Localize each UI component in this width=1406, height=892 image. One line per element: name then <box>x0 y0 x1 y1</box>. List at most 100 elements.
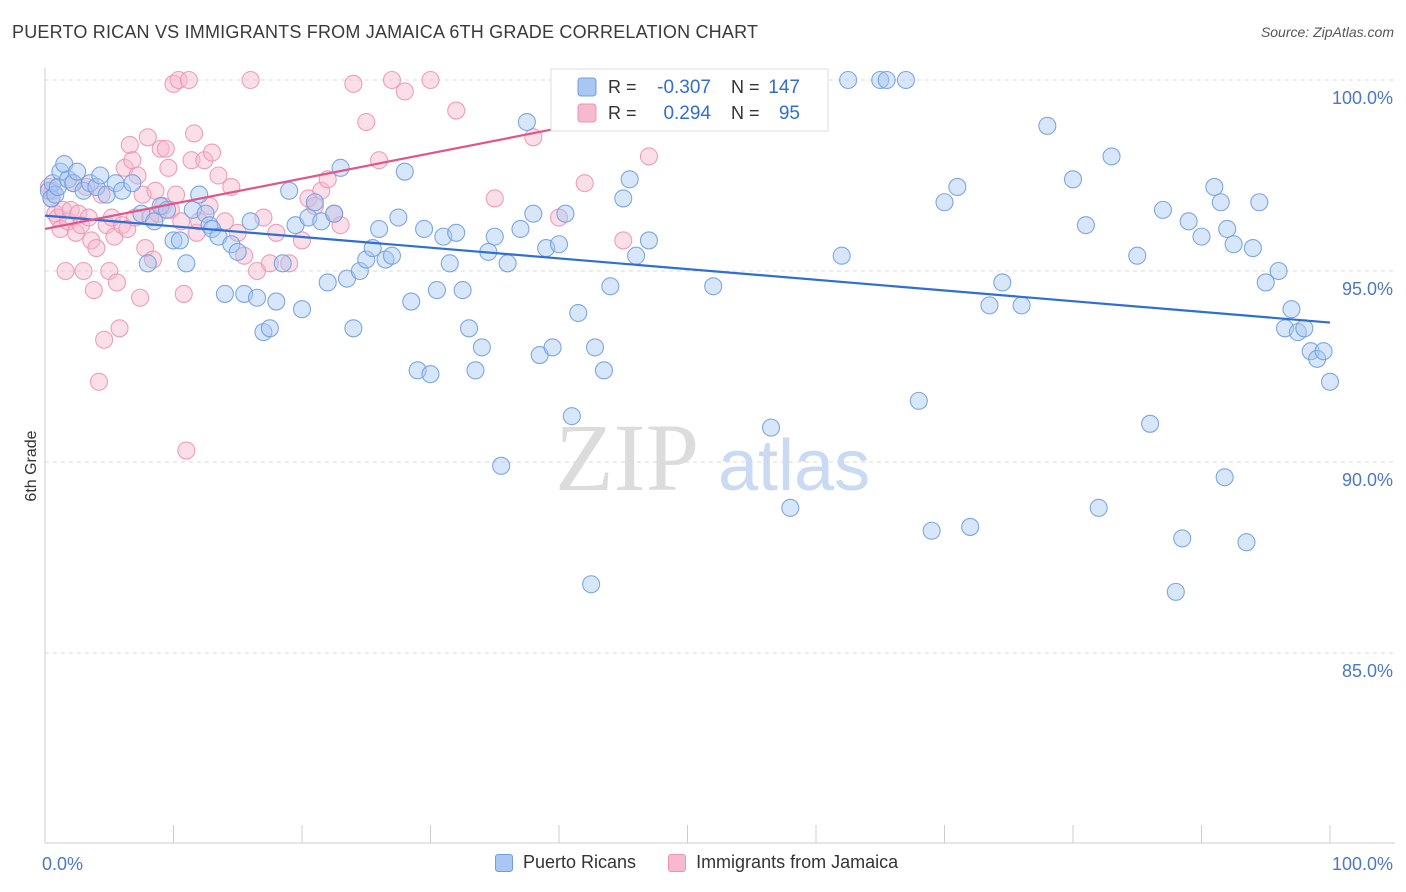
point-puerto-ricans <box>403 293 420 310</box>
point-jamaica <box>396 83 413 100</box>
point-jamaica <box>88 240 105 257</box>
point-puerto-ricans <box>390 209 407 226</box>
point-puerto-ricans <box>249 289 266 306</box>
y-tick-label: 85.0% <box>1342 661 1393 681</box>
x-tick-label: 100.0% <box>1332 854 1393 874</box>
point-puerto-ricans <box>936 194 953 211</box>
gridlines <box>45 80 1395 653</box>
point-puerto-ricans <box>92 167 109 184</box>
point-jamaica <box>108 274 125 291</box>
point-jamaica <box>486 190 503 207</box>
point-puerto-ricans <box>949 178 966 195</box>
point-puerto-ricans <box>268 293 285 310</box>
point-puerto-ricans <box>499 255 516 272</box>
point-puerto-ricans <box>461 320 478 337</box>
point-puerto-ricans <box>602 278 619 295</box>
point-puerto-ricans <box>139 255 156 272</box>
point-puerto-ricans <box>544 339 561 356</box>
point-puerto-ricans <box>586 339 603 356</box>
point-puerto-ricans <box>583 576 600 593</box>
point-puerto-ricans <box>1244 240 1261 257</box>
x-tick-label: 0.0% <box>42 854 83 874</box>
y-tick-label: 90.0% <box>1342 470 1393 490</box>
y-tick-label: 100.0% <box>1332 88 1393 108</box>
point-puerto-ricans <box>383 247 400 264</box>
legend-r-value-1: -0.307 <box>657 77 711 98</box>
point-jamaica <box>178 442 195 459</box>
point-puerto-ricans <box>332 159 349 176</box>
point-jamaica <box>345 75 362 92</box>
point-puerto-ricans <box>178 255 195 272</box>
point-jamaica <box>268 224 285 241</box>
point-puerto-ricans <box>242 213 259 230</box>
point-puerto-ricans <box>897 72 914 89</box>
legend-n-value-2: 95 <box>779 103 800 124</box>
series-puerto-ricans <box>40 72 1338 601</box>
point-puerto-ricans <box>326 205 343 222</box>
point-jamaica <box>371 152 388 169</box>
point-puerto-ricans <box>171 232 188 249</box>
point-puerto-ricans <box>563 408 580 425</box>
point-jamaica <box>242 72 259 89</box>
point-puerto-ricans <box>525 205 542 222</box>
legend-swatch-blue <box>495 854 513 872</box>
point-puerto-ricans <box>345 320 362 337</box>
point-puerto-ricans <box>1174 530 1191 547</box>
point-puerto-ricans <box>1103 148 1120 165</box>
point-puerto-ricans <box>615 190 632 207</box>
point-jamaica <box>90 373 107 390</box>
point-puerto-ricans <box>124 175 141 192</box>
point-puerto-ricans <box>448 224 465 241</box>
point-puerto-ricans <box>923 522 940 539</box>
point-puerto-ricans <box>1225 236 1242 253</box>
point-puerto-ricans <box>1212 194 1229 211</box>
point-puerto-ricans <box>454 282 471 299</box>
chart-page: PUERTO RICAN VS IMMIGRANTS FROM JAMAICA … <box>0 0 1406 892</box>
legend-n-label-1: N = <box>731 77 760 97</box>
point-puerto-ricans <box>1251 194 1268 211</box>
point-puerto-ricans <box>705 278 722 295</box>
legend-swatch-pink <box>668 854 686 872</box>
point-puerto-ricans <box>557 205 574 222</box>
point-puerto-ricans <box>1270 263 1287 280</box>
point-jamaica <box>204 144 221 161</box>
point-puerto-ricans <box>1039 117 1056 134</box>
point-puerto-ricans <box>473 339 490 356</box>
point-puerto-ricans <box>493 457 510 474</box>
point-puerto-ricans <box>962 518 979 535</box>
legend-label-puerto-ricans: Puerto Ricans <box>523 852 636 873</box>
point-puerto-ricans <box>1129 247 1146 264</box>
point-jamaica <box>96 331 113 348</box>
point-puerto-ricans <box>878 72 895 89</box>
point-jamaica <box>85 282 102 299</box>
point-puerto-ricans <box>467 362 484 379</box>
point-puerto-ricans <box>1077 217 1094 234</box>
stats-legend: R = -0.307 N = 147 R = 0.294 N = 95 <box>551 69 828 131</box>
point-puerto-ricans <box>628 247 645 264</box>
point-puerto-ricans <box>422 366 439 383</box>
point-jamaica <box>175 285 192 302</box>
point-puerto-ricans <box>1296 320 1313 337</box>
point-puerto-ricans <box>306 194 323 211</box>
trend-line-puerto-ricans <box>45 216 1330 323</box>
scatter-chart: ZIP atlas 100.0%95.0%90.0%85.0%0.0% 100.0… <box>0 0 1406 892</box>
point-puerto-ricans <box>319 274 336 291</box>
point-puerto-ricans <box>1167 583 1184 600</box>
legend-r-value-2: 0.294 <box>663 103 711 124</box>
point-jamaica <box>124 152 141 169</box>
point-puerto-ricans <box>229 243 246 260</box>
point-puerto-ricans <box>281 182 298 199</box>
point-jamaica <box>160 159 177 176</box>
legend-label-jamaica: Immigrants from Jamaica <box>696 852 898 873</box>
y-axis-label: 6th Grade <box>23 430 40 501</box>
point-puerto-ricans <box>1219 220 1236 237</box>
point-jamaica <box>75 263 92 280</box>
point-puerto-ricans <box>910 392 927 409</box>
legend-n-label-2: N = <box>731 103 760 123</box>
point-puerto-ricans <box>1090 499 1107 516</box>
point-puerto-ricans <box>261 320 278 337</box>
point-puerto-ricans <box>570 305 587 322</box>
point-jamaica <box>147 182 164 199</box>
point-puerto-ricans <box>1193 228 1210 245</box>
legend-n-value-1: 147 <box>768 77 800 98</box>
